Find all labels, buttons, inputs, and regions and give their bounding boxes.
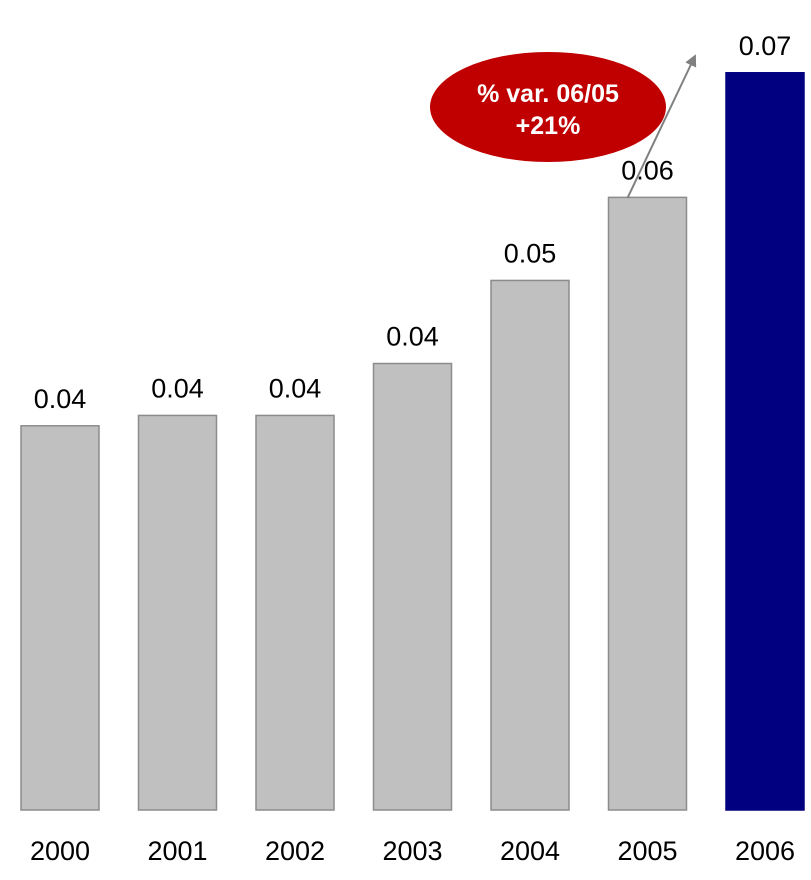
bars-layer bbox=[20, 72, 805, 811]
value-label-2005: 0.06 bbox=[621, 155, 674, 185]
bar-2006 bbox=[725, 72, 805, 811]
x-tick-label-2005: 2005 bbox=[617, 836, 677, 866]
value-label-2004: 0.05 bbox=[504, 238, 557, 268]
bar-2003 bbox=[372, 362, 453, 811]
variation-callout: % var. 06/05 +21% bbox=[430, 52, 697, 199]
value-label-2003: 0.04 bbox=[386, 322, 439, 352]
bar-2005 bbox=[607, 196, 688, 811]
x-tick-label-2006: 2006 bbox=[735, 836, 795, 866]
callout-label-line1: % var. 06/05 bbox=[477, 80, 619, 108]
x-tick-label-2001: 2001 bbox=[147, 836, 207, 866]
value-labels-layer: 0.04 0.04 0.04 0.04 0.05 0.06 0.07 bbox=[34, 31, 792, 414]
value-label-2006: 0.07 bbox=[739, 31, 792, 61]
callout-ellipse bbox=[430, 52, 666, 162]
callout-arrow bbox=[626, 54, 697, 199]
x-tick-labels: 2000 2001 2002 2003 2004 2005 2006 bbox=[30, 836, 795, 866]
bar-2000 bbox=[20, 425, 100, 811]
value-label-2000: 0.04 bbox=[34, 384, 87, 414]
bar-2004 bbox=[490, 279, 570, 811]
bar-2002 bbox=[255, 414, 335, 811]
x-tick-label-2002: 2002 bbox=[265, 836, 325, 866]
x-tick-label-2000: 2000 bbox=[30, 836, 90, 866]
x-tick-label-2003: 2003 bbox=[382, 836, 442, 866]
bar-2001 bbox=[137, 414, 218, 811]
x-tick-label-2004: 2004 bbox=[500, 836, 560, 866]
callout-label-line2: +21% bbox=[516, 112, 581, 140]
value-label-2001: 0.04 bbox=[151, 373, 204, 403]
value-label-2002: 0.04 bbox=[269, 373, 322, 403]
